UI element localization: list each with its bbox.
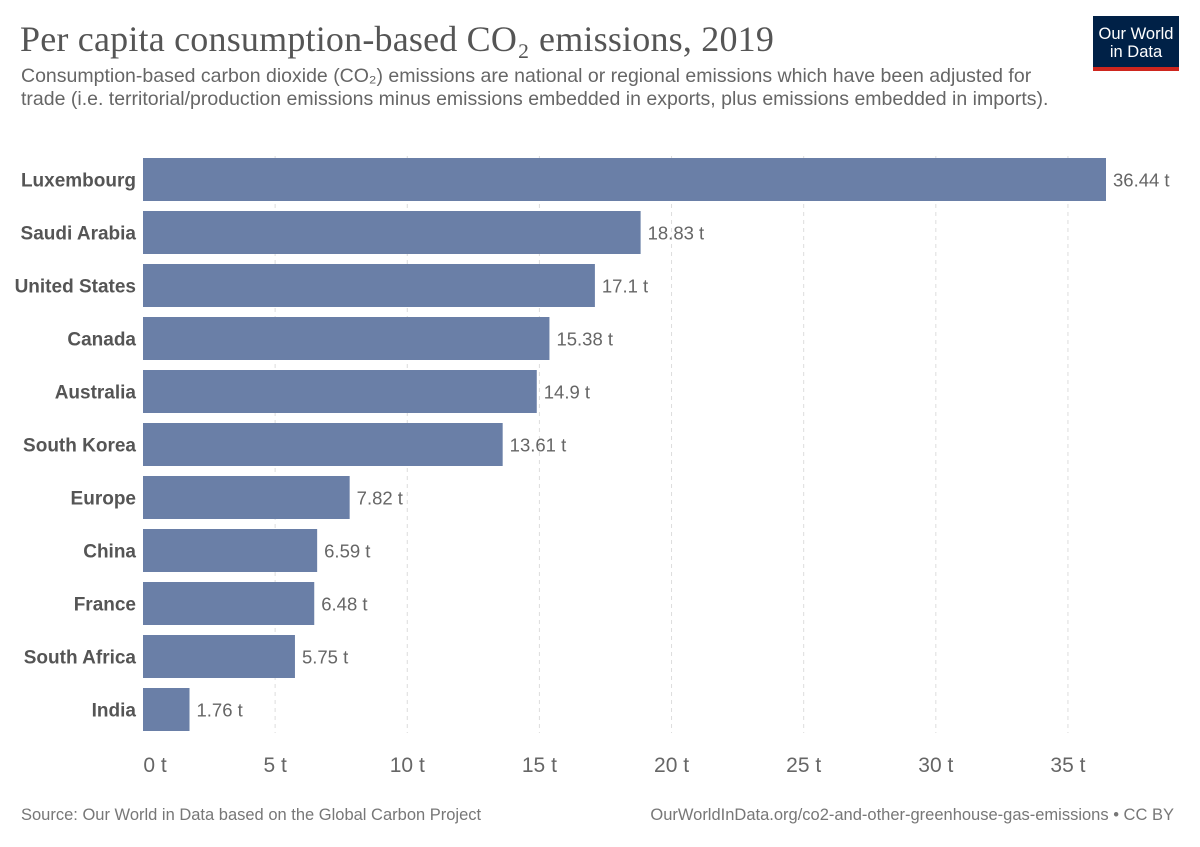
bars <box>143 158 1106 731</box>
category-label: France <box>74 595 136 616</box>
value-label: 1.76 t <box>197 700 243 721</box>
value-label: 17.1 t <box>602 276 648 297</box>
value-label: 14.9 t <box>544 382 590 403</box>
labels: 0 t 5 t 10 t 15 t 20 t 25 t 30 t 35 t Luxembourg… <box>15 170 1170 778</box>
bar-chart: 0 t 5 t 10 t 15 t 20 t 25 t 30 t 35 t Luxembourg… <box>15 156 1170 778</box>
x-tick-label: 0 t <box>143 754 167 777</box>
chart-subtitle: Consumption-based carbon dioxide (CO₂) e… <box>21 65 1049 110</box>
bar-united-states[interactable] <box>143 264 595 307</box>
category-label: India <box>92 701 137 722</box>
category-label: South Korea <box>23 436 136 457</box>
logo-line-1: Our World <box>1098 25 1174 43</box>
x-tick-label: 35 t <box>1050 754 1085 777</box>
bar-india[interactable] <box>143 688 190 731</box>
value-label: 7.82 t <box>357 488 403 509</box>
value-label: 15.38 t <box>556 329 613 350</box>
x-tick-label: 5 t <box>263 754 287 777</box>
x-tick-label: 15 t <box>522 754 557 777</box>
x-tick-label: 20 t <box>654 754 689 777</box>
bar-south-korea[interactable] <box>143 423 503 466</box>
category-label: United States <box>15 277 136 298</box>
value-label: 36.44 t <box>1113 170 1170 191</box>
bar-canada[interactable] <box>143 317 550 360</box>
category-label: Saudi Arabia <box>21 224 137 245</box>
owid-logo[interactable]: Our World in Data <box>1093 16 1179 71</box>
bar-australia[interactable] <box>143 370 537 413</box>
value-label: 18.83 t <box>648 223 705 244</box>
value-label: 6.59 t <box>324 541 370 562</box>
category-label: Australia <box>55 383 137 404</box>
category-label: South Africa <box>24 648 137 669</box>
bar-saudi-arabia[interactable] <box>143 211 641 254</box>
category-label: China <box>83 542 136 563</box>
url-license[interactable]: OurWorldInData.org/co2-and-other-greenho… <box>650 806 1174 824</box>
chart-title: Per capita consumption-based CO₂ emissio… <box>20 19 775 59</box>
logo-line-2: in Data <box>1109 43 1163 61</box>
value-label: 5.75 t <box>302 647 348 668</box>
category-label: Canada <box>67 330 136 351</box>
bar-europe[interactable] <box>143 476 350 519</box>
category-label: Luxembourg <box>21 171 136 192</box>
source-note: Source: Our World in Data based on the G… <box>21 806 482 824</box>
bar-china[interactable] <box>143 529 318 572</box>
x-tick-label: 25 t <box>786 754 821 777</box>
value-label: 13.61 t <box>510 435 567 456</box>
bar-south-africa[interactable] <box>143 635 295 678</box>
bar-luxembourg[interactable] <box>143 158 1106 201</box>
x-tick-label: 10 t <box>390 754 425 777</box>
x-tick-label: 30 t <box>918 754 953 777</box>
bar-france[interactable] <box>143 582 315 625</box>
value-label: 6.48 t <box>321 594 367 615</box>
category-label: Europe <box>71 489 136 510</box>
